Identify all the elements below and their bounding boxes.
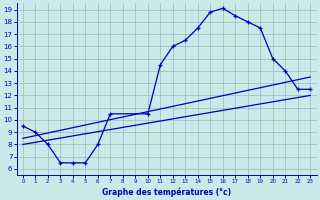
X-axis label: Graphe des températures (°c): Graphe des températures (°c) (102, 187, 231, 197)
